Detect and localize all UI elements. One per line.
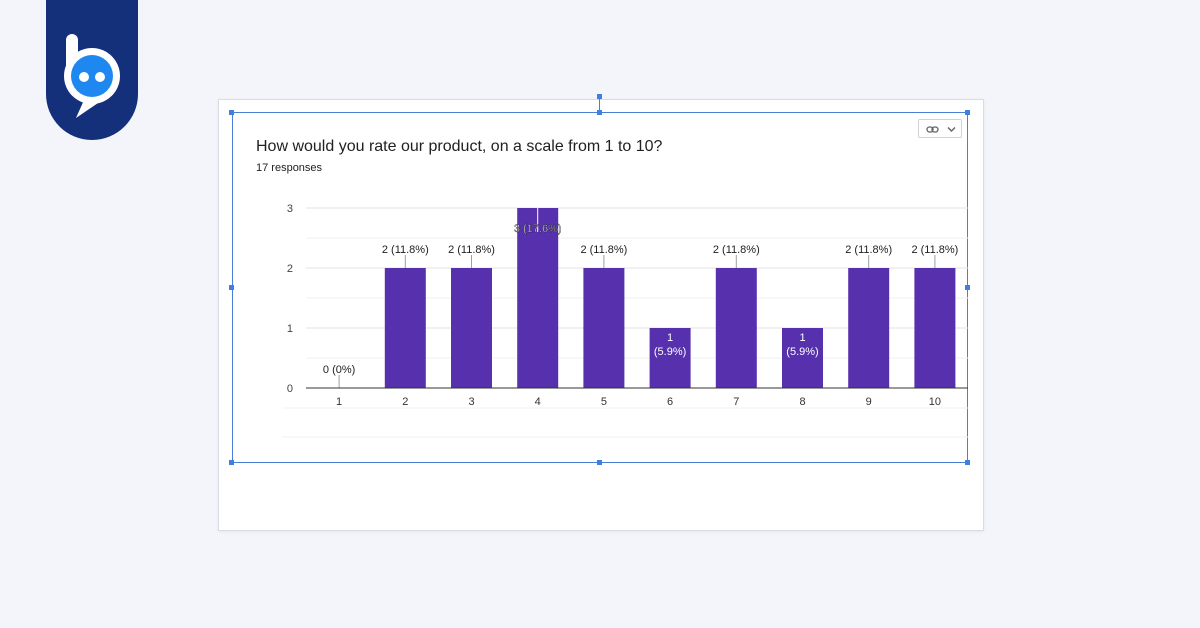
resize-handle-top-center[interactable] — [597, 110, 602, 115]
bar — [451, 268, 492, 388]
x-tick-label: 8 — [799, 396, 805, 408]
resize-handle-top-left[interactable] — [229, 110, 234, 115]
resize-handle-bottom-center[interactable] — [597, 460, 602, 465]
bar — [649, 328, 691, 388]
x-tick-label: 1 — [336, 396, 342, 408]
bar — [848, 268, 890, 388]
data-label: 1 — [799, 332, 805, 344]
response-count: 17 responses — [256, 162, 323, 174]
data-label: 2 (11.8%) — [845, 244, 892, 256]
x-tick-label: 6 — [667, 396, 673, 408]
y-tick-label: 0 — [287, 383, 293, 395]
bar — [914, 268, 956, 388]
x-tick-label: 10 — [929, 396, 941, 408]
y-tick-label: 3 — [287, 203, 293, 215]
brand-logo — [46, 0, 138, 140]
y-tick-label: 1 — [287, 323, 293, 335]
bar — [384, 268, 426, 388]
resize-handle-bottom-right[interactable] — [965, 460, 970, 465]
link-options-button[interactable] — [918, 119, 962, 138]
data-label: 2 (11.8%) — [911, 244, 958, 256]
x-tick-label: 4 — [535, 396, 541, 408]
x-tick-label: 5 — [601, 396, 607, 408]
y-tick-label: 2 — [287, 263, 293, 275]
x-tick-label: 2 — [402, 396, 408, 408]
x-tick-label: 3 — [468, 396, 474, 408]
x-tick-label: 7 — [733, 396, 739, 408]
data-label: 2 (11.8%) — [580, 244, 627, 256]
bar — [517, 208, 559, 388]
bar — [715, 268, 757, 388]
resize-handle-top-right[interactable] — [965, 110, 970, 115]
x-tick-label: 9 — [866, 396, 872, 408]
data-label: 1 — [667, 332, 673, 344]
data-label: (5.9%) — [654, 346, 686, 358]
data-label: (5.9%) — [786, 346, 818, 358]
resize-handle-middle-right[interactable] — [965, 285, 970, 290]
resize-handle-bottom-left[interactable] — [229, 460, 234, 465]
resize-handle-middle-left[interactable] — [229, 285, 234, 290]
data-label: 2 (11.8%) — [382, 244, 429, 256]
rotation-handle-line — [599, 96, 600, 112]
data-label: 0 (0%) — [323, 364, 355, 376]
link-chevron-down-icon — [926, 126, 956, 133]
data-label: 3 (17.6%) — [514, 223, 562, 235]
bar — [782, 328, 823, 388]
data-label: 2 (11.8%) — [713, 244, 760, 256]
bar — [583, 268, 625, 388]
chart-title: How would you rate our product, on a sca… — [256, 138, 663, 155]
data-label: 2 (11.8%) — [448, 244, 495, 256]
chat-bubble-face-logo-icon — [64, 34, 120, 118]
